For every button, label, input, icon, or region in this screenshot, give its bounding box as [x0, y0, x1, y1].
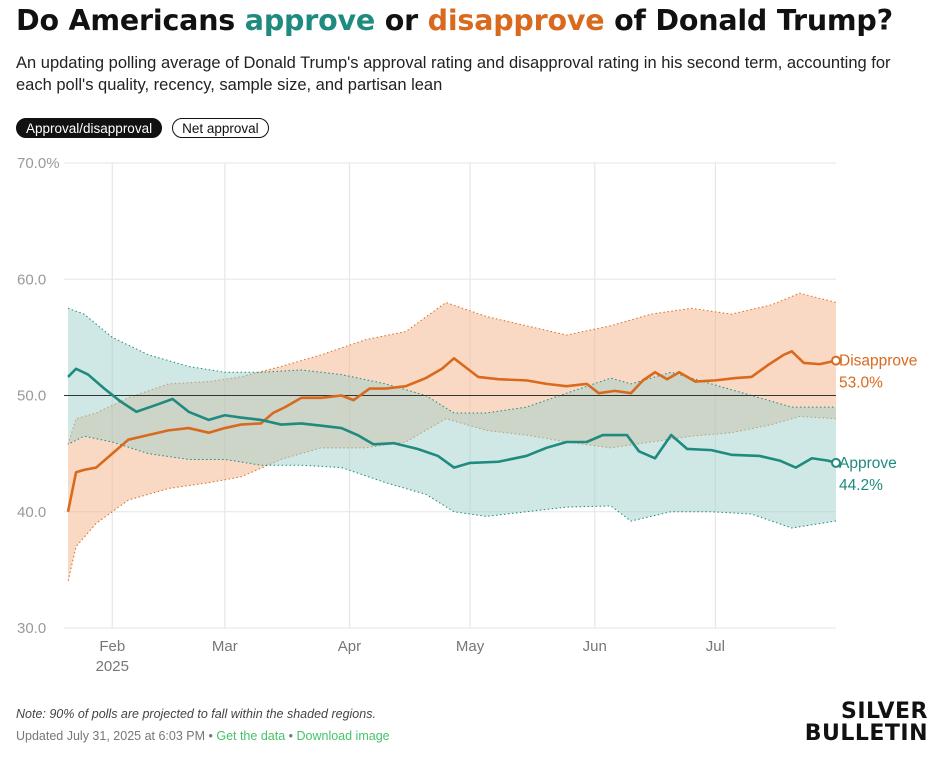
disapprove-line — [66, 350, 837, 513]
approve-series-label: Approve — [839, 455, 897, 472]
separator: • — [205, 729, 217, 743]
title-disapprove-word: disapprove — [427, 4, 605, 37]
title-part-5: of Donald Trump? — [604, 4, 893, 37]
approve-end-marker — [831, 457, 841, 468]
x-tick-label: Apr — [338, 638, 361, 655]
y-tick-label: 30.0 — [17, 620, 46, 637]
disapprove-series-label: Disapprove — [839, 353, 917, 370]
download-image-link[interactable]: Download image — [296, 729, 390, 743]
disapprove-value-label: 53.0% — [839, 375, 883, 392]
approve-band — [68, 308, 837, 529]
x-tick-label: Jul — [706, 638, 725, 655]
y-tick-label: 50.0 — [17, 388, 46, 405]
x-tick-label: Mar — [212, 638, 238, 655]
disapprove-end-marker — [831, 355, 841, 366]
logo-line-2: BULLETIN — [804, 721, 928, 746]
page-subtitle: An updating polling average of Donald Tr… — [16, 54, 891, 94]
title-approve-word: approve — [244, 4, 375, 37]
approve-line — [67, 367, 837, 469]
y-tick-label: 70.0% — [17, 155, 60, 172]
view-toggle-group: Approval/disapproval Net approval — [16, 118, 269, 138]
title-part-1: Do Americans — [16, 4, 245, 37]
update-line: Updated July 31, 2025 at 6:03 PM • Get t… — [16, 729, 390, 743]
y-tick-label: 40.0 — [17, 504, 46, 521]
x-tick-label: Jun — [583, 638, 607, 655]
approve-band-lower-edge — [67, 435, 837, 529]
separator: • — [285, 729, 297, 743]
x-tick-year-label: 2025 — [96, 658, 129, 675]
get-data-link[interactable]: Get the data — [216, 729, 286, 743]
footnote: Note: 90% of polls are projected to fall… — [16, 707, 376, 721]
title-part-3: or — [374, 4, 428, 37]
logo-line-1: SILVER — [840, 699, 928, 724]
updated-timestamp: Updated July 31, 2025 at 6:03 PM — [16, 729, 206, 743]
net-approval-toggle[interactable]: Net approval — [172, 118, 269, 138]
silver-bulletin-logo: SILVER BULLETIN — [805, 701, 928, 745]
page-title: Do Americans approve or disapprove of Do… — [16, 4, 893, 37]
approval-disapproval-toggle[interactable]: Approval/disapproval — [16, 118, 163, 138]
approve-value-label: 44.2% — [839, 477, 883, 494]
y-tick-label: 60.0 — [17, 271, 46, 288]
x-tick-label: Feb — [99, 638, 125, 655]
x-tick-label: May — [456, 638, 485, 655]
disapprove-band — [68, 293, 837, 582]
approval-chart: 30.0 40.0 50.0 60.0 70.0% Feb 2025 Mar Apr May Jun… — [17, 155, 917, 675]
approve-band-upper-edge — [67, 307, 836, 414]
